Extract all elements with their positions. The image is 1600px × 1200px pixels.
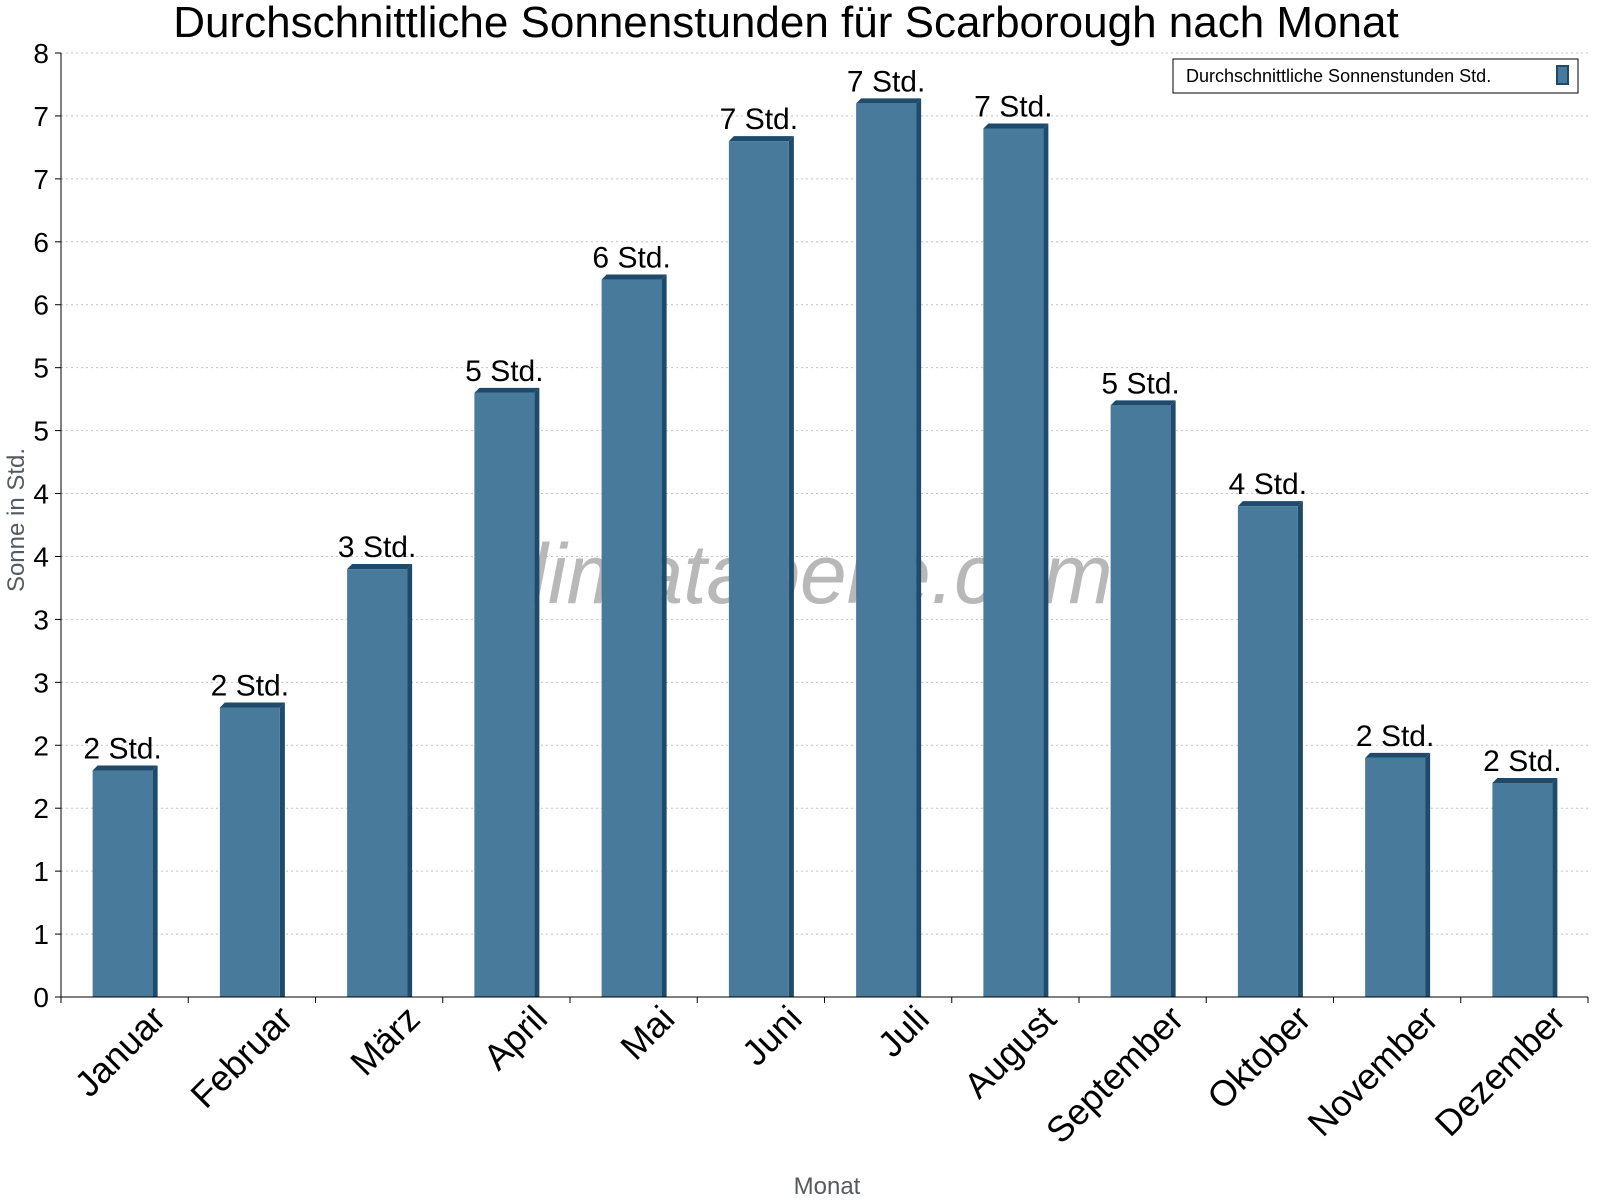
y-tick-label: 8 <box>33 38 49 69</box>
bar-face <box>219 707 280 997</box>
x-tick-label: März <box>342 998 428 1084</box>
x-axis-label: Monat <box>794 1173 861 1200</box>
y-tick-label: 4 <box>33 541 49 572</box>
legend-swatch <box>1556 65 1569 85</box>
y-tick-label: 1 <box>33 919 49 950</box>
y-tick-label: 5 <box>33 416 49 447</box>
bars: 2 Std. 2 Std. 3 Std. 5 Std. 6 Std. 7 Std. 7 St… <box>83 65 1562 998</box>
bar <box>474 387 540 998</box>
bar <box>1492 778 1558 997</box>
bar-side <box>279 702 285 997</box>
bar-value-label: 2 Std. <box>1483 745 1561 778</box>
bar-value-label: 7 Std. <box>720 103 798 136</box>
y-tick-label: 1 <box>33 856 49 887</box>
bar-top <box>1365 752 1431 758</box>
bar-side <box>534 387 540 998</box>
bar-side <box>152 765 158 997</box>
y-tick-label: 7 <box>33 101 49 132</box>
bar-side <box>661 274 667 997</box>
legend-label: Durchschnittliche Sonnenstunden Std. <box>1186 66 1491 86</box>
y-tick-label: 4 <box>33 479 49 510</box>
bar-face <box>1365 757 1426 997</box>
y-tick-label: 6 <box>33 290 49 321</box>
bar <box>92 765 158 997</box>
bar-side <box>1297 501 1303 997</box>
x-tick-label: Oktober <box>1199 998 1319 1118</box>
bar-value-label: 5 Std. <box>1101 367 1179 400</box>
y-tick-label: 2 <box>33 730 49 761</box>
legend-box <box>1172 58 1579 94</box>
bar-top <box>728 136 794 142</box>
x-tick-label: Februar <box>182 998 300 1116</box>
bar-value-label: 2 Std. <box>83 732 161 765</box>
bar-side <box>407 564 413 997</box>
bar-face <box>1492 783 1553 997</box>
y-tick-label: 2 <box>33 793 49 824</box>
bar-face <box>474 392 535 998</box>
bar-face <box>983 128 1044 997</box>
bar-side <box>1425 752 1431 997</box>
bar-value-label: 5 Std. <box>465 355 543 388</box>
bar-side <box>1043 123 1049 997</box>
bar <box>219 702 285 997</box>
bar-face <box>1110 405 1171 998</box>
bar-side <box>1170 400 1176 998</box>
x-tick-label: Juli <box>870 998 937 1065</box>
x-tick-label: Januar <box>66 998 173 1105</box>
bar-face <box>856 103 917 997</box>
y-tick-label: 3 <box>33 667 49 698</box>
bar-side <box>916 98 922 997</box>
y-axis-label: Sonne in Std. <box>3 448 30 592</box>
x-tick-label: April <box>475 998 555 1078</box>
legend: Durchschnittliche Sonnenstunden Std. <box>1172 58 1579 94</box>
bar-top <box>856 98 922 104</box>
grid-lines <box>61 52 1588 935</box>
bar-value-label: 3 Std. <box>338 531 416 564</box>
y-tick-label: 7 <box>33 164 49 195</box>
bar-top <box>92 765 158 771</box>
bar-side <box>788 136 794 997</box>
bar-top <box>601 274 667 280</box>
x-tick-label: August <box>956 998 1064 1106</box>
y-tick-label: 0 <box>33 982 49 1013</box>
bar-top <box>1492 778 1558 784</box>
bar-top <box>474 387 540 393</box>
bar-face <box>1237 506 1298 997</box>
x-tick-label: November <box>1299 998 1445 1144</box>
bar-value-label: 2 Std. <box>1356 720 1434 753</box>
bar <box>856 98 922 997</box>
x-tick-label: Mai <box>612 998 682 1068</box>
bar-value-label: 6 Std. <box>592 242 670 275</box>
bar-value-label: 2 Std. <box>211 670 289 703</box>
chart-title: Durchschnittliche Sonnenstunden für Scar… <box>173 0 1398 47</box>
bar-face <box>601 279 662 997</box>
bar-value-label: 7 Std. <box>847 65 925 98</box>
bar <box>1110 400 1176 998</box>
bar-top <box>219 702 285 708</box>
bar <box>1237 501 1303 997</box>
bar <box>601 274 667 997</box>
bar <box>1365 752 1431 997</box>
bar-value-label: 7 Std. <box>974 91 1052 124</box>
bar-face <box>347 569 408 997</box>
bar-side <box>1552 778 1558 997</box>
y-tick-label: 5 <box>33 353 49 384</box>
bar-face <box>728 141 789 997</box>
bar-top <box>347 564 413 570</box>
bar-value-label: 4 Std. <box>1229 468 1307 501</box>
bar <box>728 136 794 997</box>
y-tick-label: 3 <box>33 604 49 635</box>
bar <box>347 564 413 997</box>
bar-face <box>92 770 153 997</box>
bar <box>983 123 1049 997</box>
x-tick-label: September <box>1038 998 1192 1152</box>
bar-top <box>1110 400 1176 406</box>
x-tick-label: Dezember <box>1427 998 1573 1144</box>
bar-top <box>1237 501 1303 507</box>
bar-top <box>983 123 1049 129</box>
y-tick-label: 6 <box>33 227 49 258</box>
x-tick-label: Juni <box>734 998 810 1074</box>
